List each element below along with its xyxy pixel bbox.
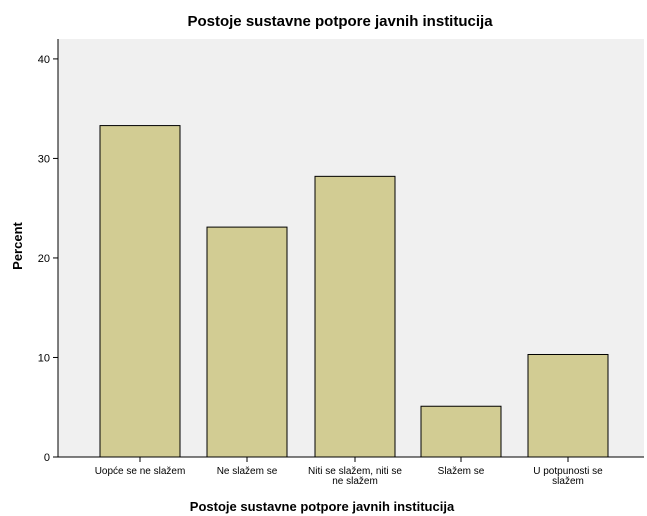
y-axis-title: Percent	[10, 221, 25, 269]
y-axis: 0 10 20 30 40	[38, 39, 59, 464]
bar	[527, 353, 609, 458]
x-tick-label: Slažem se	[438, 466, 485, 477]
x-axis-title: Postoje sustavne potpore javnih instituc…	[190, 499, 455, 514]
x-tick-label: Niti se slažem, niti se ne slažem	[308, 466, 402, 487]
bar	[206, 226, 288, 458]
x-tick-label: Ne slažem se	[217, 466, 278, 477]
bar	[314, 175, 396, 458]
x-axis: Uopće se ne slažem Ne slažem se Niti se sl…	[58, 456, 644, 487]
y-tick-label: 30	[38, 153, 50, 165]
bar	[420, 405, 502, 458]
bar	[99, 125, 181, 458]
x-tick-label: Uopće se ne slažem	[95, 466, 186, 477]
chart-title: Postoje sustavne potpore javnih instituc…	[187, 13, 493, 30]
y-tick-label: 40	[38, 54, 50, 66]
y-tick-label: 10	[38, 352, 50, 364]
y-tick-label: 20	[38, 253, 50, 265]
bars-group	[99, 125, 609, 458]
x-tick-label: U potpunosti se slažem	[533, 466, 603, 487]
y-tick-label: 0	[44, 452, 50, 464]
